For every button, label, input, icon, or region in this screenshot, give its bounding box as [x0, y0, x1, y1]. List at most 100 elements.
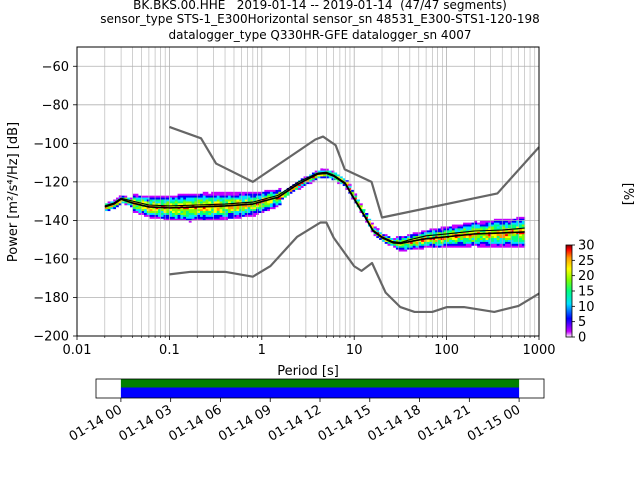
heatmap-cell — [418, 228, 422, 231]
heatmap-cell — [309, 174, 313, 177]
heatmap-cell — [342, 179, 346, 183]
heatmap-cell — [138, 212, 142, 215]
heatmap-cell — [236, 197, 240, 200]
heatmap-cell — [241, 208, 246, 212]
heatmap-cell — [437, 241, 442, 244]
heatmap-cell — [482, 228, 486, 231]
heatmap-cell — [463, 241, 467, 244]
heatmap-cell — [211, 214, 215, 217]
heatmap-cell — [174, 201, 178, 204]
heatmap-cell — [342, 178, 346, 181]
heatmap-cell — [395, 239, 400, 242]
heatmap-cell — [188, 191, 192, 194]
heatmap-cell — [227, 210, 232, 213]
heatmap-cell — [519, 247, 523, 250]
heatmap-cell — [488, 235, 492, 239]
heatmap-cell — [449, 243, 453, 246]
colorbar-tick-label: 0 — [578, 331, 586, 346]
heatmap-cell — [236, 214, 240, 217]
heatmap-cell — [488, 233, 492, 237]
heatmap-cell — [496, 220, 500, 223]
heatmap-cell — [275, 193, 279, 196]
heatmap-cell — [390, 235, 394, 239]
heatmap-cell — [216, 201, 220, 204]
heatmap-cell — [258, 189, 262, 192]
heatmap-cell — [239, 216, 243, 219]
heatmap-cell — [465, 247, 470, 250]
heatmap-cell — [211, 191, 215, 194]
heatmap-cell — [401, 237, 405, 240]
heatmap-cell — [166, 208, 170, 212]
heatmap-cell — [233, 214, 237, 217]
heatmap-cell — [317, 176, 321, 179]
heatmap-cell — [474, 243, 478, 246]
heatmap-cell — [272, 193, 276, 196]
heatmap-cell — [493, 237, 498, 240]
heatmap-cell — [463, 243, 467, 246]
heatmap-cell — [169, 203, 173, 206]
heatmap-cell — [158, 204, 162, 208]
heatmap-cell — [465, 222, 470, 225]
heatmap-cell — [303, 181, 307, 185]
heatmap-cell — [269, 208, 274, 212]
heatmap-cell — [191, 206, 195, 210]
heatmap-cell — [174, 220, 178, 223]
heatmap-cell — [247, 199, 251, 202]
heatmap-cell — [328, 178, 332, 181]
heatmap-cell — [297, 185, 302, 188]
heatmap-cell — [320, 174, 324, 177]
heatmap-cell — [155, 195, 159, 198]
heatmap-cell — [507, 241, 512, 244]
heatmap-cell — [278, 191, 282, 194]
heatmap-cell — [426, 245, 430, 248]
heatmap-cell — [499, 214, 503, 217]
heatmap-cell — [300, 181, 304, 185]
heatmap-cell — [247, 191, 251, 194]
heatmap-cell — [216, 206, 220, 210]
heatmap-cell — [239, 206, 243, 210]
heatmap-cell — [457, 230, 461, 233]
heatmap-cell — [320, 168, 324, 171]
heatmap-cell — [295, 179, 299, 183]
heatmap-cell — [177, 210, 181, 213]
heatmap-cell — [219, 191, 223, 194]
heatmap-cell — [180, 201, 184, 204]
heatmap-cell — [116, 197, 120, 200]
heatmap-cell — [132, 191, 137, 194]
heatmap-cell — [412, 241, 416, 244]
heatmap-cell — [236, 195, 240, 198]
heatmap-cell — [421, 247, 425, 250]
heatmap-cell — [130, 195, 134, 198]
heatmap-cell — [275, 191, 279, 194]
heatmap-cell — [160, 220, 164, 223]
heatmap-cell — [146, 210, 150, 213]
median_psd-line — [104, 171, 525, 244]
heatmap-cell — [446, 224, 450, 227]
heatmap-cell — [208, 220, 212, 223]
heatmap-cell — [171, 203, 176, 206]
heatmap-cell — [393, 247, 397, 250]
heatmap-cell — [199, 220, 204, 223]
heatmap-cell — [314, 178, 318, 181]
heatmap-cell — [488, 247, 492, 250]
heatmap-cell — [460, 220, 464, 223]
heatmap-cell — [253, 193, 257, 196]
heatmap-cell — [155, 203, 159, 206]
heatmap-cell — [471, 220, 475, 223]
new_low_noise_model-line — [169, 221, 540, 314]
heatmap-cell — [188, 220, 192, 223]
heatmap-cell — [493, 218, 498, 221]
heatmap-cell — [283, 193, 288, 196]
heatmap-cell — [454, 239, 458, 242]
heatmap-cell — [521, 233, 526, 237]
heatmap-cell — [272, 206, 276, 210]
heatmap-cell — [160, 193, 164, 196]
heatmap-cell — [261, 203, 265, 206]
heatmap-cell — [135, 197, 139, 200]
heatmap-cell — [236, 218, 240, 221]
heatmap-cell — [412, 233, 416, 237]
heatmap-cell — [451, 239, 456, 242]
heatmap-cell — [152, 218, 156, 221]
heatmap-cell — [465, 220, 470, 223]
heatmap-cell — [239, 193, 243, 196]
